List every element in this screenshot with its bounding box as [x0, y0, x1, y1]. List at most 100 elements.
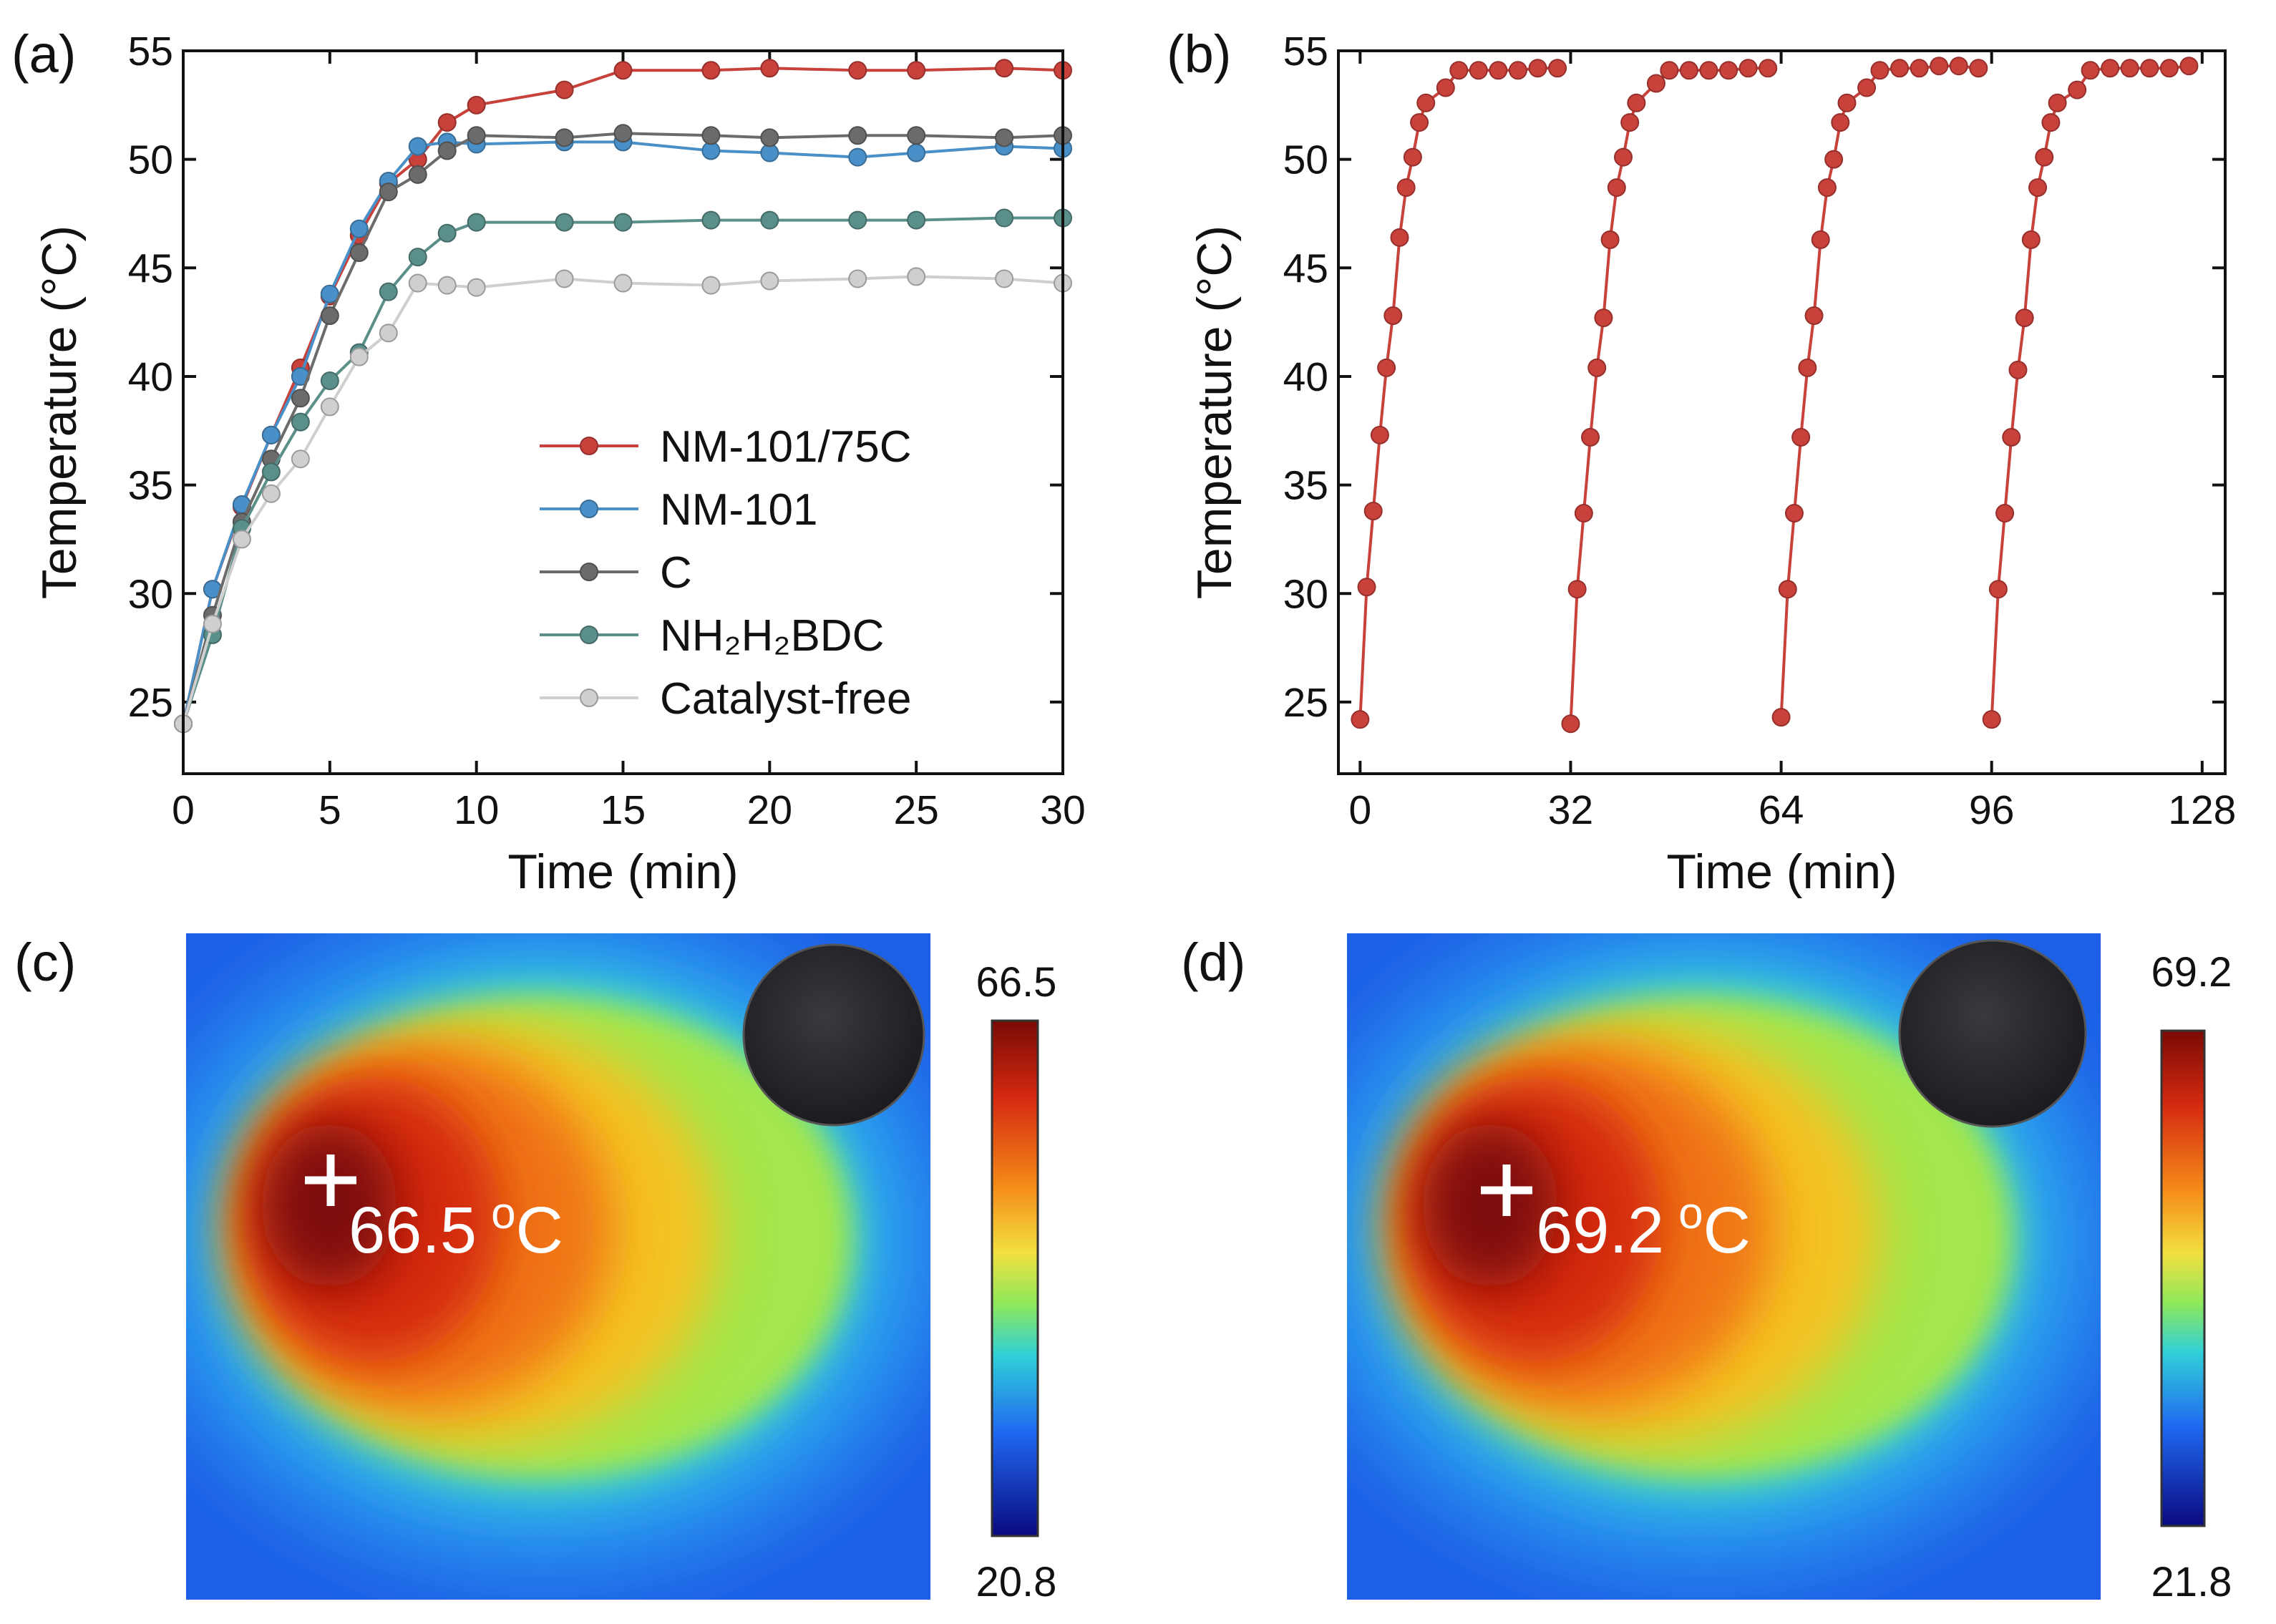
sample-disk [1898, 939, 2087, 1128]
data-point [2140, 59, 2159, 78]
x-tick-label: 10 [454, 787, 499, 833]
y-tick-label: 50 [1283, 137, 1328, 183]
data-point [2021, 230, 2041, 249]
spot-value: 69.2 [1536, 1194, 1664, 1267]
data-point [555, 80, 574, 99]
data-point [613, 273, 633, 293]
x-tick-label: 64 [1759, 787, 1804, 833]
y-tick-label: 35 [128, 463, 173, 509]
panel-label: (b) [1167, 24, 1231, 84]
data-point [1771, 708, 1791, 727]
y-tick-label: 35 [1283, 463, 1328, 509]
data-point [907, 61, 926, 80]
data-point [320, 397, 339, 417]
data-point [291, 449, 310, 469]
data-point [760, 210, 779, 230]
data-point [1982, 710, 2001, 729]
data-point [1403, 147, 1422, 167]
data-point [1870, 61, 1890, 80]
series-line [1779, 64, 1979, 718]
y-tick-label: 45 [1283, 245, 1328, 291]
y-tick-label: 30 [128, 571, 173, 617]
data-point [613, 124, 633, 143]
data-point [701, 210, 721, 230]
x-tick-label: 25 [893, 787, 938, 833]
data-point [1528, 59, 1547, 78]
data-point [1988, 580, 2008, 599]
heat-zone [1422, 1123, 1558, 1288]
legend-label: C [660, 548, 692, 598]
spot-unit: C [1703, 1194, 1751, 1267]
data-point [1581, 427, 1600, 447]
x-tick-label: 96 [1969, 787, 2014, 833]
data-point [1660, 61, 1679, 80]
panel-label: (c) [14, 933, 76, 992]
data-point [349, 347, 369, 366]
legend-marker [580, 437, 598, 455]
y-tick-label: 55 [1283, 29, 1328, 74]
data-point [1390, 228, 1409, 247]
data-point [467, 278, 486, 297]
data-point [907, 267, 926, 286]
data-point [2159, 59, 2179, 78]
spot-unit-sup: o [491, 1189, 515, 1238]
series-line [182, 275, 1064, 724]
data-point [555, 213, 574, 232]
legend-label: NM-101 [660, 485, 818, 535]
cross-marker [1481, 1164, 1532, 1216]
y-tick-label: 30 [1283, 571, 1328, 617]
data-point [2081, 61, 2100, 80]
data-point [995, 208, 1014, 228]
y-tick-label: 25 [128, 680, 173, 726]
data-point [995, 59, 1014, 78]
data-point [760, 271, 779, 291]
y-tick-label: 40 [1283, 354, 1328, 400]
y-tick-label: 25 [1283, 680, 1328, 726]
y-tick-label: 50 [128, 137, 173, 183]
y-tick-label: 40 [128, 354, 173, 400]
data-point [1969, 59, 1988, 78]
data-point [2179, 57, 2199, 76]
data-point [291, 412, 310, 432]
data-point [232, 530, 251, 549]
data-point [848, 147, 867, 167]
data-point [1469, 61, 1488, 80]
data-point [995, 269, 1014, 288]
data-point [1357, 578, 1376, 597]
data-point [437, 223, 457, 243]
data-point [1567, 580, 1587, 599]
data-point [613, 213, 633, 232]
legend-label: NH₂H₂BDC [660, 611, 884, 661]
data-point [2002, 427, 2021, 447]
data-point [1804, 306, 1824, 326]
data-point [1837, 93, 1857, 112]
data-point [2041, 113, 2061, 132]
data-point [1363, 502, 1383, 521]
sample-disk [742, 943, 925, 1127]
data-point [1738, 59, 1758, 78]
data-point [320, 306, 339, 326]
data-point [907, 210, 926, 230]
x-tick-label: 0 [1348, 787, 1371, 833]
data-point [1995, 504, 2015, 523]
data-point [1646, 74, 1665, 93]
data-point [701, 61, 721, 80]
data-point [1607, 178, 1626, 198]
x-axis-title: Time (min) [1666, 845, 1897, 899]
data-point [701, 276, 721, 295]
data-point [1890, 59, 1910, 78]
data-point [907, 126, 926, 145]
data-point [1910, 59, 1929, 78]
legend-label: Catalyst-free [660, 674, 911, 724]
data-point [2101, 59, 2120, 78]
data-point [1410, 113, 1429, 132]
data-point [467, 126, 486, 145]
data-point [848, 269, 867, 288]
data-point [349, 243, 369, 263]
colorbar-min: 20.8 [976, 1559, 1057, 1605]
thermal-image [186, 933, 930, 1600]
data-point [379, 282, 398, 301]
data-point [1613, 147, 1633, 167]
data-point [408, 137, 427, 156]
